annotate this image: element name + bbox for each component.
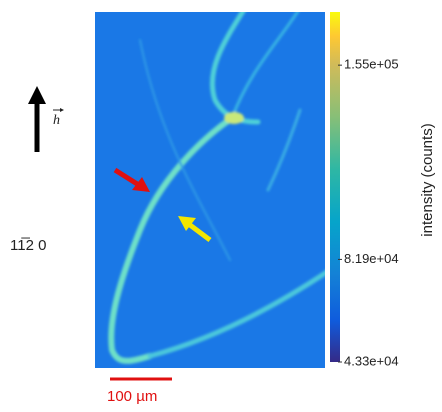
intensity-map [95, 8, 330, 368]
figure: intensity (counts) h 11̅2 0 100 µm 1.55e… [0, 0, 442, 407]
vector-mark-head [60, 108, 64, 112]
colorbar-tick-label: 1.55e+05 [344, 57, 399, 72]
colorbar [330, 12, 340, 362]
colorbar-tick-label: 8.19e+04 [344, 251, 399, 266]
scale-bar-label: 100 µm [107, 388, 157, 405]
orientation-label: 11̅2 0 [10, 237, 46, 254]
colorbar-tick-label: 4.33e+04 [344, 353, 399, 368]
direction-arrow-head [28, 86, 46, 104]
direction-label: h [53, 113, 60, 128]
colorbar-label: intensity (counts) [419, 123, 436, 236]
